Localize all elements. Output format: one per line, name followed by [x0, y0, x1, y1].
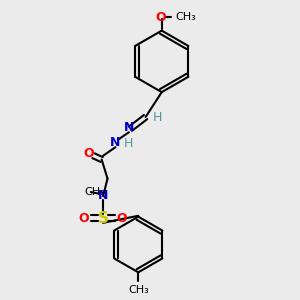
Text: O: O — [79, 212, 89, 225]
Text: O: O — [83, 147, 94, 160]
Text: CH₃: CH₃ — [128, 285, 149, 295]
Text: H: H — [153, 111, 162, 124]
Text: O: O — [117, 212, 128, 225]
Text: N: N — [124, 121, 134, 134]
Text: H: H — [124, 137, 133, 151]
Text: S: S — [98, 211, 109, 226]
Text: O: O — [155, 11, 166, 24]
Text: CH₃: CH₃ — [84, 187, 105, 197]
Text: CH₃: CH₃ — [175, 12, 196, 22]
Text: N: N — [110, 136, 120, 149]
Text: N: N — [98, 189, 108, 202]
